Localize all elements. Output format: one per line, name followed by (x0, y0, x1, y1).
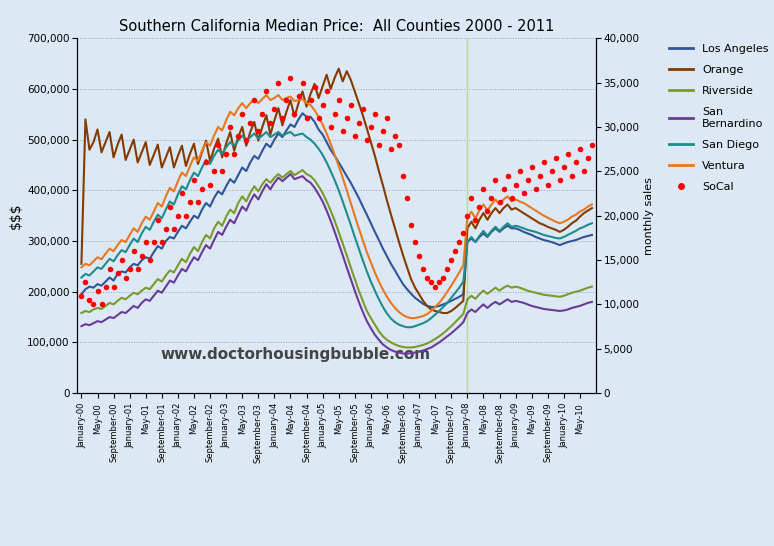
Text: www.doctorhousingbubble.com: www.doctorhousingbubble.com (160, 347, 430, 361)
Y-axis label: monthly sales: monthly sales (644, 177, 654, 254)
Y-axis label: $$$: $$$ (9, 203, 23, 229)
Title: Southern California Median Price:  All Counties 2000 - 2011: Southern California Median Price: All Co… (119, 19, 554, 34)
Legend: Los Angeles, Orange, Riverside, San
Bernardino, San Diego, Ventura, SoCal: Los Angeles, Orange, Riverside, San Bern… (669, 44, 769, 192)
